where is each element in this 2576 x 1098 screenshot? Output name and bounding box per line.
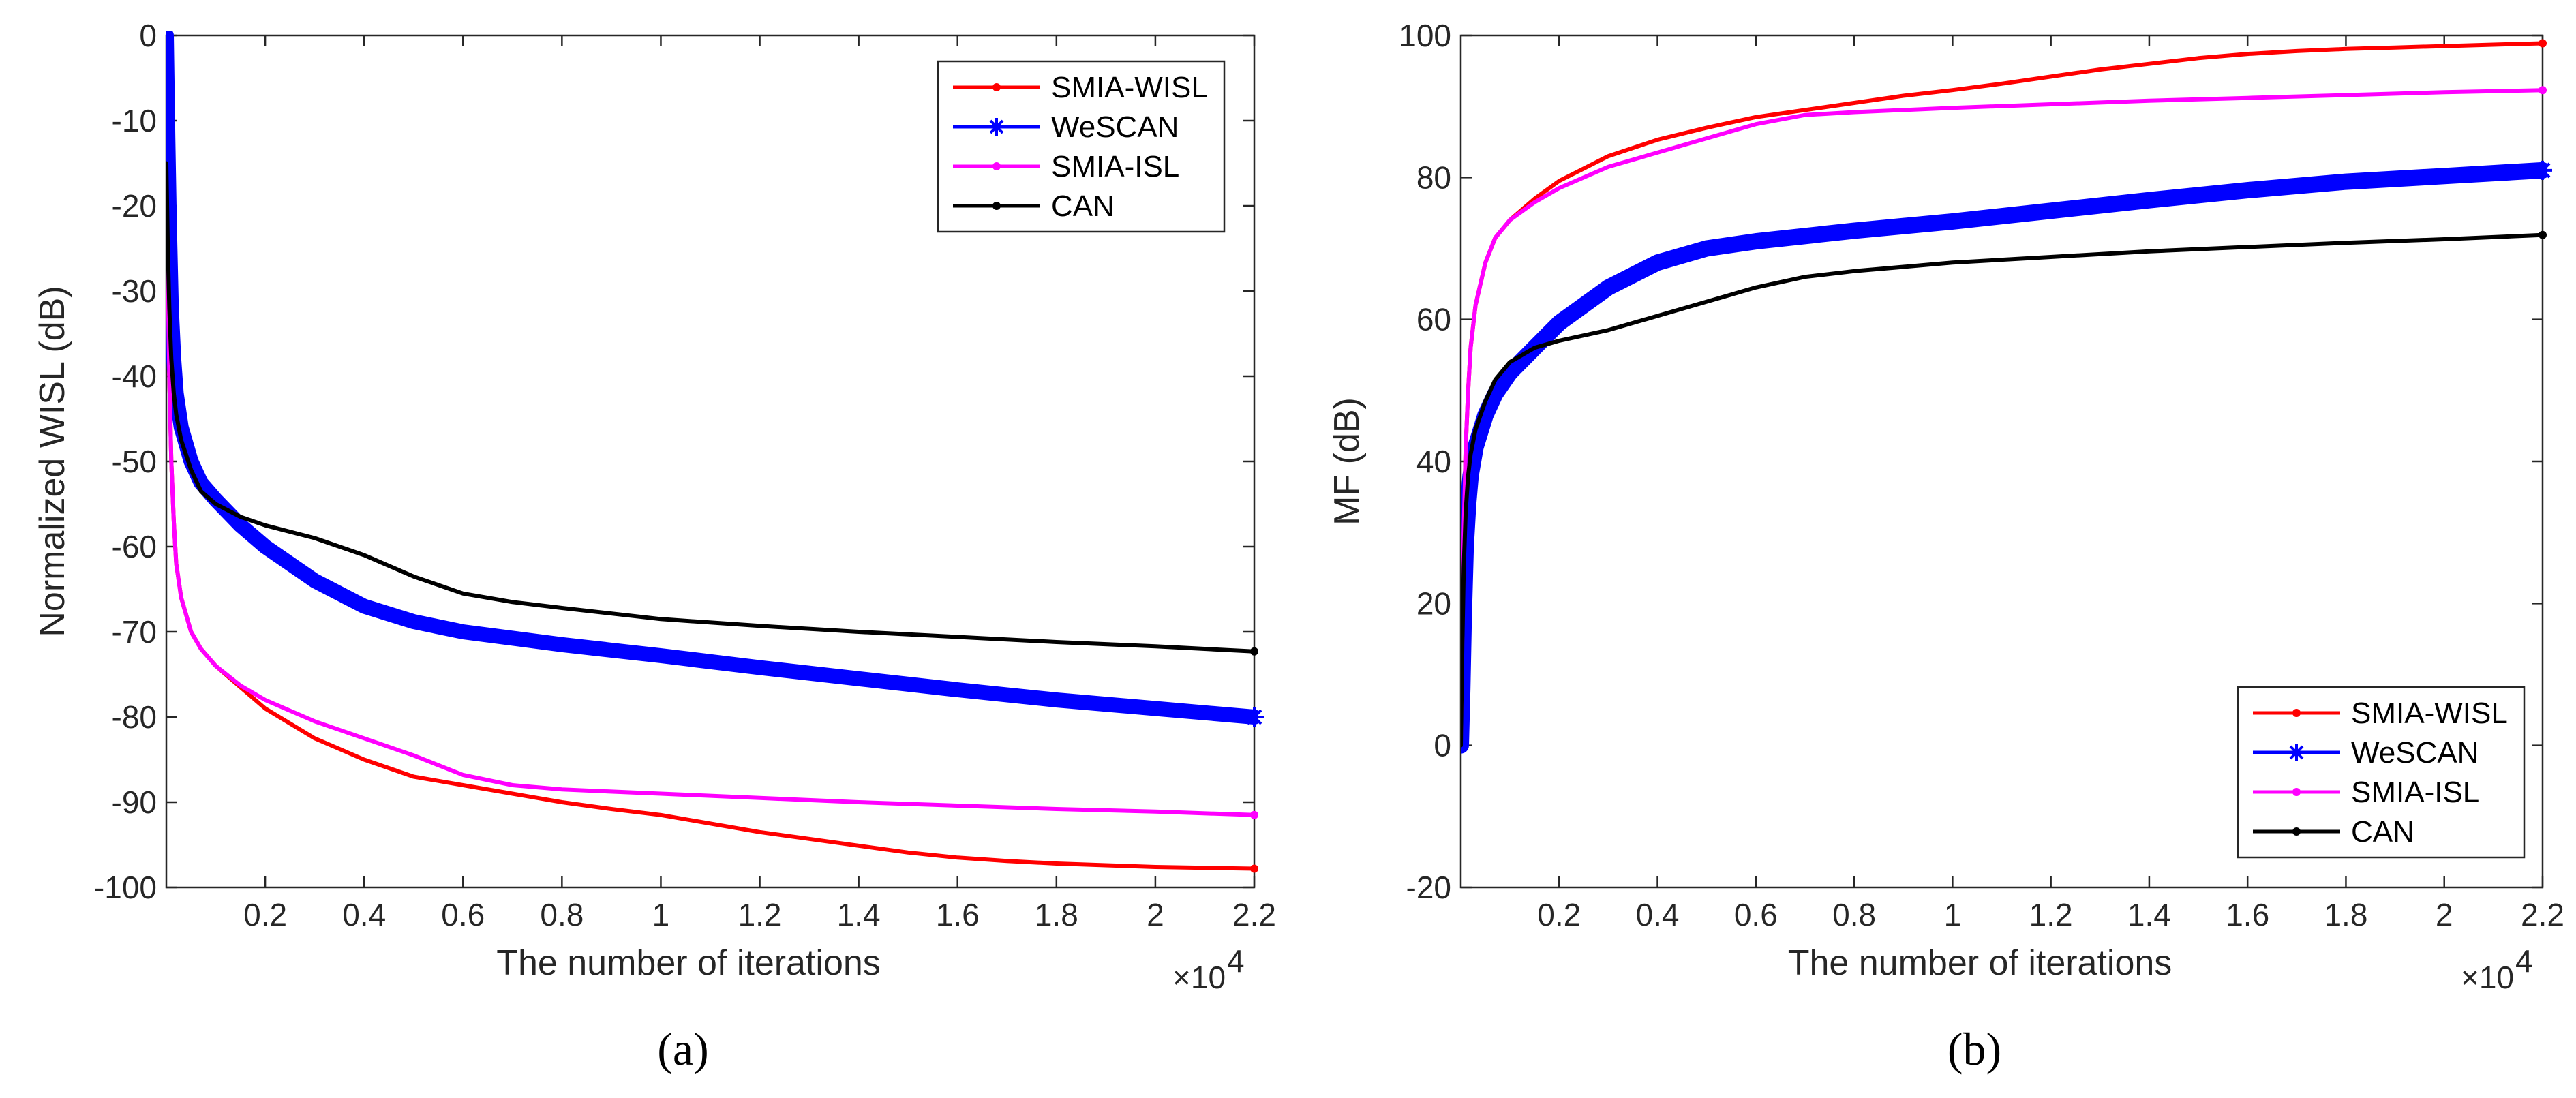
x-multiplier-label: ×10	[2461, 960, 2514, 995]
legend-marker-star	[2288, 744, 2305, 761]
x-tick-label: 2.2	[1232, 897, 1276, 932]
x-axis-title: The number of iterations	[496, 943, 881, 983]
y-axis-title: MF (dB)	[1327, 397, 1367, 525]
x-axis-title: The number of iterations	[1788, 943, 2172, 983]
legend-marker-dot	[992, 202, 1001, 210]
y-tick-label: 0	[139, 18, 157, 53]
x-tick-label: 0.4	[1636, 897, 1680, 932]
y-tick-label: -30	[112, 273, 157, 309]
x-tick-label: 0.8	[1832, 897, 1876, 932]
x-tick-label: 2	[1147, 897, 1164, 932]
legend-box	[937, 60, 1226, 233]
x-tick-label: 0.2	[1537, 897, 1581, 932]
y-tick-label: -90	[112, 784, 157, 820]
x-tick-label: 0.6	[1734, 897, 1778, 932]
x-tick-label: 0.8	[540, 897, 584, 932]
legend-label: WeSCAN	[2351, 736, 2479, 769]
y-tick-label: 20	[1416, 585, 1451, 621]
y-tick-label: -80	[112, 699, 157, 735]
chart-panel-b: 0.2 0.4 0.6 0.8 1 1.2 1.4 1.6 1.8 2 2.2 -20 0 20 40 60 8…	[1327, 18, 2564, 1075]
y-tick-label: -50	[112, 444, 157, 479]
legend-label: CAN	[1051, 189, 1115, 223]
x-tick-label: 1	[1944, 897, 1962, 932]
legend-marker-dot	[2292, 827, 2301, 836]
x-tick-label: 1.6	[2226, 897, 2269, 932]
x-multiplier-exponent: 4	[2515, 943, 2533, 979]
series-end-marker	[2533, 160, 2552, 180]
y-tick-label: -100	[94, 870, 157, 905]
series-line-wescan	[166, 31, 1258, 725]
x-tick-label: 2	[2436, 897, 2453, 932]
y-tick-label: 80	[1416, 159, 1451, 195]
x-tick-label: 1.8	[1035, 897, 1078, 932]
series-end-marker	[1250, 810, 1258, 819]
y-tick-label: -10	[112, 103, 157, 138]
x-multiplier-exponent: 4	[1227, 943, 1245, 979]
y-tick-label: 0	[1434, 728, 1451, 763]
series-end-marker	[1250, 864, 1258, 873]
y-tick-label: -20	[112, 188, 157, 224]
legend-box	[2237, 686, 2526, 859]
x-tick-label: 1	[652, 897, 670, 932]
legend-label: SMIA-WISL	[1051, 71, 1208, 104]
legend-marker-dot	[992, 162, 1001, 170]
legend-label: SMIA-WISL	[2351, 697, 2508, 730]
legend-label: SMIA-ISL	[2351, 776, 2479, 809]
y-tick-label: -20	[1406, 870, 1451, 905]
series-line-can	[1461, 232, 2545, 748]
legend-marker-dot	[992, 83, 1001, 91]
x-tick-label: 1.4	[837, 897, 881, 932]
x-tick-label: 0.2	[243, 897, 287, 932]
y-tick-label: -40	[112, 359, 157, 394]
y-axis-title: Normalized WISL (dB)	[33, 286, 72, 637]
legend-marker-star	[988, 118, 1005, 136]
legend-label: WeSCAN	[1051, 110, 1179, 144]
series-line-smia-isl	[166, 204, 1256, 817]
x-tick-label: 0.4	[342, 897, 386, 932]
y-tick-label: 40	[1416, 444, 1451, 479]
legend-label: SMIA-ISL	[1051, 150, 1179, 183]
y-tick-label: -70	[112, 614, 157, 650]
y-tick-label: 100	[1399, 18, 1451, 53]
x-tick-label: 2.2	[2521, 897, 2564, 932]
panel-label: (b)	[1948, 1023, 2001, 1075]
panel-label: (a)	[657, 1023, 708, 1075]
series-line-can	[166, 161, 1256, 654]
x-tick-label: 1.2	[738, 897, 782, 932]
y-tick-label: 60	[1416, 302, 1451, 337]
chart-panel-a: 0.2 0.4 0.6 0.8 1 1.2 1.4 1.6 1.8 2 2.2-100-90-80-…	[33, 18, 1276, 1075]
series-end-marker	[1250, 647, 1258, 656]
series-line-smia-isl	[1461, 88, 2545, 741]
series-end-marker	[2539, 86, 2547, 95]
legend-label: CAN	[2351, 815, 2414, 849]
x-tick-label: 1.4	[2127, 897, 2171, 932]
legend-marker-dot	[2292, 709, 2301, 717]
x-tick-label: 1.2	[2029, 897, 2073, 932]
series-end-marker	[2539, 230, 2547, 239]
series-end-marker	[1245, 707, 1264, 727]
series-end-marker	[2539, 39, 2547, 48]
y-tick-label: -60	[112, 529, 157, 564]
x-tick-label: 1.6	[936, 897, 980, 932]
legend-marker-dot	[2292, 788, 2301, 796]
x-tick-label: 1.8	[2324, 897, 2367, 932]
x-multiplier-label: ×10	[1172, 960, 1226, 995]
x-tick-label: 0.6	[441, 897, 485, 932]
